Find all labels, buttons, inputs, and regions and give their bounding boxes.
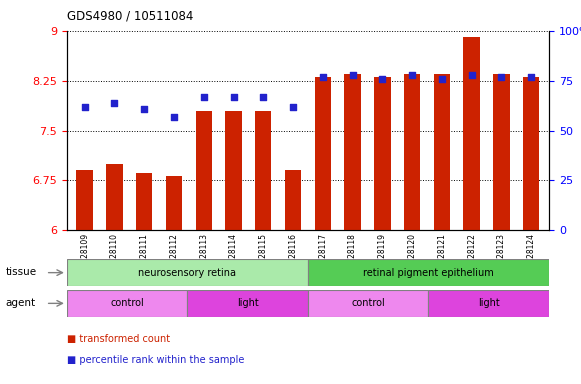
Text: control: control [352,298,385,308]
Bar [523,77,539,230]
Bar [67,290,187,317]
Point [348,71,357,78]
Text: tissue: tissue [6,267,37,277]
Point [437,76,447,82]
Bar [404,74,420,230]
Bar [255,111,271,230]
Bar [136,173,152,230]
Point [229,94,238,100]
Point [526,74,536,80]
Point [497,74,506,80]
Point [288,104,297,110]
Bar [166,176,182,230]
Bar [285,170,301,230]
Point [467,71,476,78]
Text: GDS4980 / 10511084: GDS4980 / 10511084 [67,10,193,23]
Bar [308,290,428,317]
Bar [187,290,308,317]
Text: control: control [110,298,144,308]
Text: light: light [237,298,259,308]
Bar [315,77,331,230]
Text: ■ percentile rank within the sample: ■ percentile rank within the sample [67,355,244,365]
Point [407,71,417,78]
Text: light: light [478,298,500,308]
Text: ■ transformed count: ■ transformed count [67,334,170,344]
Bar [433,74,450,230]
Point [378,76,387,82]
Bar [428,290,549,317]
Bar [77,170,93,230]
Bar [225,111,242,230]
Text: retinal pigment epithelium: retinal pigment epithelium [363,268,494,278]
Point [199,94,209,100]
Point [169,114,178,120]
Bar [67,259,308,286]
Bar [345,74,361,230]
Point [110,99,119,106]
Point [318,74,328,80]
Point [80,104,89,110]
Bar [196,111,212,230]
Bar [493,74,510,230]
Point [259,94,268,100]
Bar [464,37,480,230]
Bar [374,77,390,230]
Text: neurosensory retina: neurosensory retina [138,268,236,278]
Text: agent: agent [6,298,36,308]
Bar [106,164,123,230]
Point [139,106,149,112]
Bar [308,259,549,286]
